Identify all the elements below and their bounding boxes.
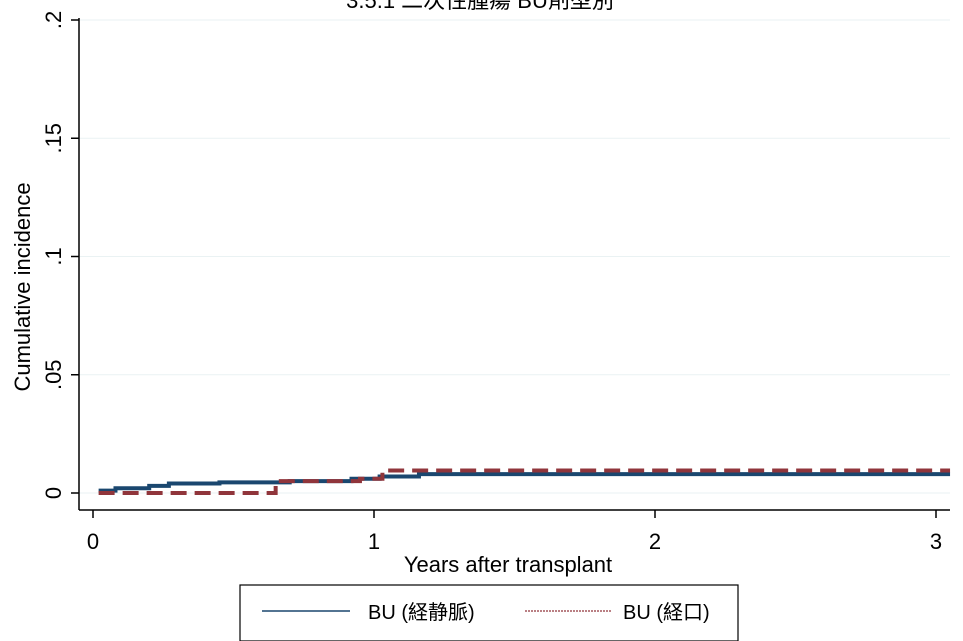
x-tick-label: 0 [87,529,99,554]
y-axis-label: Cumulative incidence [10,182,35,391]
chart-title: 3.5.1 二次性腫瘍 BU剤型別 [346,0,614,13]
legend-label-iv: BU (経静脈) [368,601,475,624]
legend-label-oral: BU (経口) [623,601,710,624]
x-tick-label: 2 [649,529,661,554]
y-tick-label: 0 [41,487,66,499]
x-axis: 0 1 2 3 [79,509,950,554]
x-axis-label: Years after transplant [404,552,612,577]
grid-lines [80,19,950,494]
y-tick-label: .15 [41,123,66,154]
y-tick-label: .1 [41,247,66,265]
series-line-iv [98,472,951,493]
y-axis: 0 .05 .1 .15 .2 [41,11,80,510]
series-layer [98,468,951,495]
x-tick-label: 3 [930,529,942,554]
y-tick-label: .05 [41,359,66,390]
y-tick-label: .2 [41,11,66,29]
legend: BU (経静脈) BU (経口) [239,584,739,641]
series-line-oral [98,468,951,495]
x-tick-label: 1 [368,529,380,554]
legend-box [239,584,739,641]
